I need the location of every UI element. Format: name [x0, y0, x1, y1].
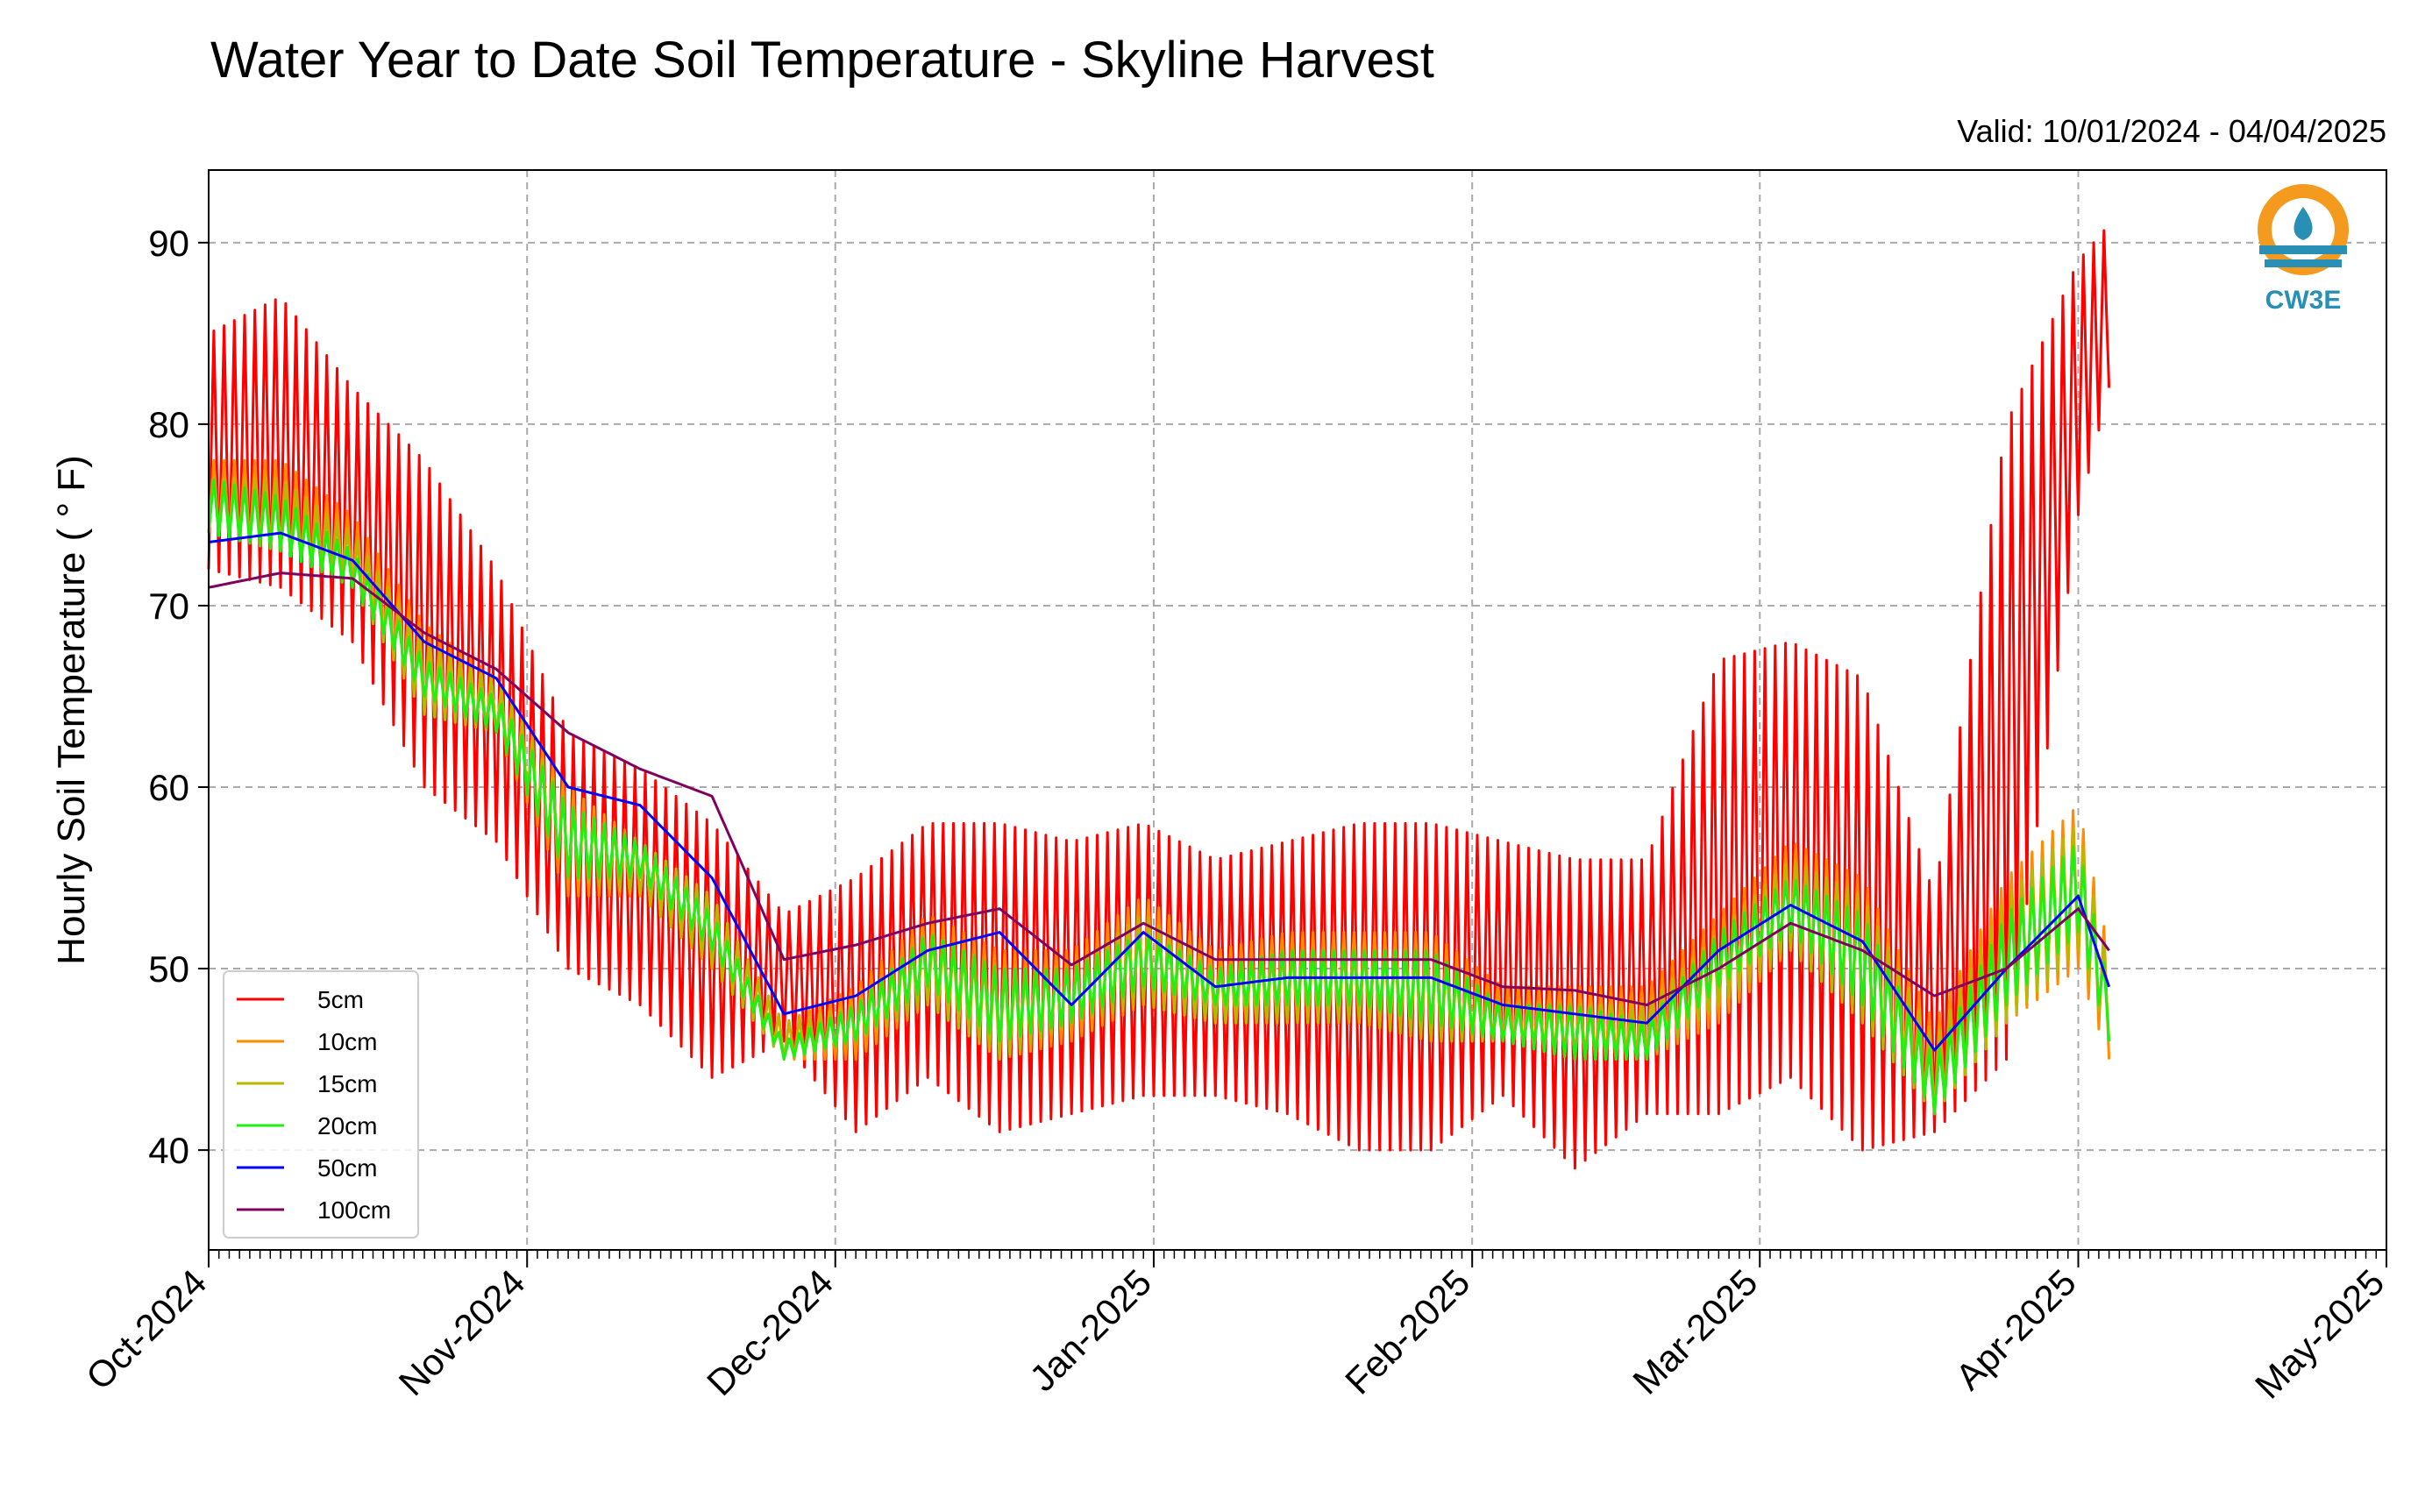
series-line-20cm: [207, 479, 2111, 1116]
chart-title: Water Year to Date Soil Temperature - Sk…: [210, 32, 1434, 89]
y-tick-label: 40: [148, 1130, 189, 1171]
legend-label: 10cm: [317, 1028, 377, 1055]
cw3e-logo: CW3E: [2258, 184, 2349, 315]
logo-wave-icon: [2259, 245, 2347, 254]
series-line-50cm: [208, 531, 2111, 1052]
x-tick-label: Apr-2025: [1947, 1261, 2083, 1397]
x-tick-label: Feb-2025: [1337, 1261, 1477, 1402]
legend: 5cm 10cm 15cm 20cm 50cm 100cm: [223, 970, 419, 1239]
x-tick-label: Dec-2024: [699, 1261, 841, 1403]
legend-label: 100cm: [317, 1196, 391, 1224]
y-tick-label: 70: [148, 586, 189, 627]
series-line-100cm: [208, 571, 2110, 1006]
y-axis-label: Hourly Soil Temperature ( ° F): [50, 455, 93, 965]
y-axis: 40 50 60 70 80 90: [148, 223, 209, 1171]
y-tick-label: 60: [148, 767, 189, 808]
y-tick-label: 90: [148, 223, 189, 264]
logo-text: CW3E: [2265, 286, 2342, 315]
water-drop-icon: [2294, 207, 2313, 240]
x-tick-label: May-2025: [2247, 1261, 2392, 1406]
legend-label: 15cm: [317, 1070, 377, 1097]
x-axis: Oct-2024 Nov-2024 Dec-2024 Jan-2025 Feb-2025…: [78, 1250, 2392, 1406]
legend-label: 50cm: [317, 1154, 377, 1182]
y-tick-label: 50: [148, 948, 189, 990]
logo-wave-icon: [2265, 259, 2342, 267]
x-tick-label: Oct-2024: [78, 1261, 214, 1397]
x-tick-label: Mar-2025: [1625, 1261, 1765, 1402]
series-lines: [207, 229, 2111, 1170]
legend-label: 5cm: [317, 986, 364, 1013]
x-tick-label: Jan-2025: [1021, 1261, 1159, 1399]
x-tick-label: Nov-2024: [391, 1261, 533, 1403]
chart-subtitle: Valid: 10/01/2024 - 04/04/2025: [1957, 113, 2386, 149]
y-tick-label: 80: [148, 404, 189, 445]
legend-label: 20cm: [317, 1112, 377, 1139]
legend-box: [223, 970, 419, 1239]
